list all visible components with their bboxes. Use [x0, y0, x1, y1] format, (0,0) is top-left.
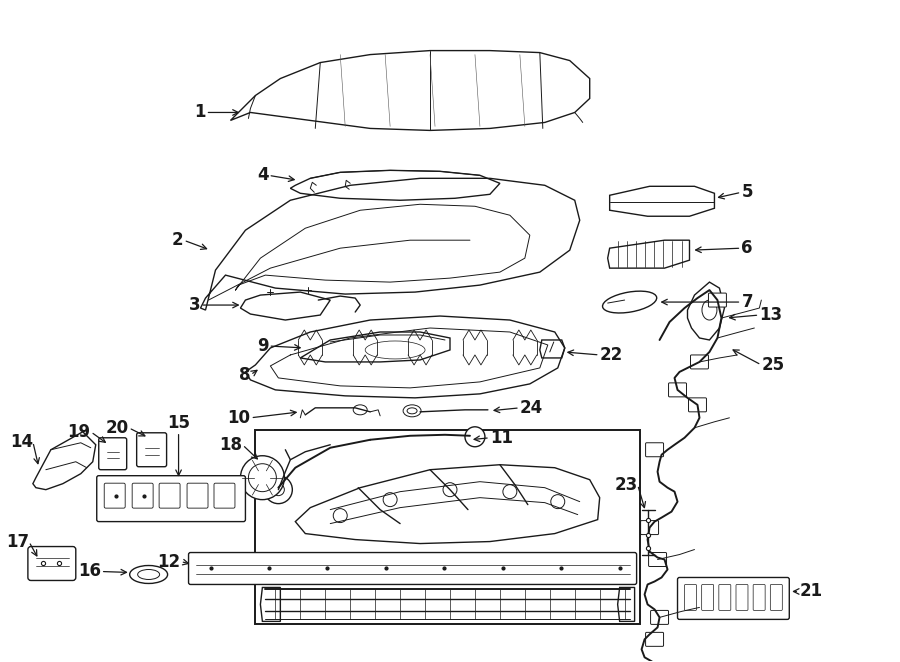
Circle shape	[240, 455, 284, 500]
FancyBboxPatch shape	[645, 632, 663, 646]
Text: 15: 15	[167, 414, 190, 432]
FancyBboxPatch shape	[99, 438, 127, 470]
FancyBboxPatch shape	[641, 520, 659, 535]
Text: 9: 9	[256, 337, 268, 355]
Circle shape	[383, 493, 397, 506]
Text: 2: 2	[172, 231, 184, 249]
Ellipse shape	[130, 565, 167, 583]
Text: 19: 19	[68, 423, 91, 441]
Text: 25: 25	[761, 356, 785, 374]
Circle shape	[443, 483, 457, 496]
Text: 5: 5	[742, 183, 753, 201]
FancyBboxPatch shape	[28, 547, 76, 581]
FancyBboxPatch shape	[188, 553, 636, 585]
FancyBboxPatch shape	[645, 443, 663, 457]
Text: 7: 7	[742, 293, 753, 311]
Bar	[256, 430, 640, 624]
Text: 10: 10	[228, 409, 250, 427]
Text: 24: 24	[520, 399, 543, 417]
Circle shape	[333, 508, 347, 522]
Text: 14: 14	[10, 433, 33, 451]
Text: 13: 13	[760, 306, 782, 324]
Text: 20: 20	[105, 419, 129, 437]
Circle shape	[551, 495, 565, 508]
FancyBboxPatch shape	[669, 383, 687, 397]
FancyBboxPatch shape	[649, 553, 667, 567]
Text: 3: 3	[189, 296, 201, 314]
Text: 6: 6	[742, 239, 753, 257]
FancyBboxPatch shape	[137, 433, 166, 467]
Circle shape	[265, 476, 292, 504]
Text: 11: 11	[490, 429, 513, 447]
Text: 22: 22	[599, 346, 623, 364]
FancyBboxPatch shape	[96, 476, 246, 522]
Text: 8: 8	[238, 366, 250, 384]
Text: 21: 21	[799, 583, 823, 600]
Text: 23: 23	[615, 476, 637, 494]
Text: 4: 4	[256, 166, 268, 184]
Circle shape	[503, 485, 517, 498]
Text: 16: 16	[77, 563, 101, 581]
FancyBboxPatch shape	[678, 577, 789, 620]
Text: 12: 12	[158, 553, 181, 571]
FancyBboxPatch shape	[708, 293, 726, 307]
Circle shape	[465, 427, 485, 447]
FancyBboxPatch shape	[690, 355, 708, 369]
FancyBboxPatch shape	[651, 610, 669, 624]
Text: 18: 18	[220, 436, 242, 453]
FancyBboxPatch shape	[688, 398, 706, 412]
Text: 17: 17	[5, 532, 29, 551]
Text: 1: 1	[194, 103, 205, 121]
